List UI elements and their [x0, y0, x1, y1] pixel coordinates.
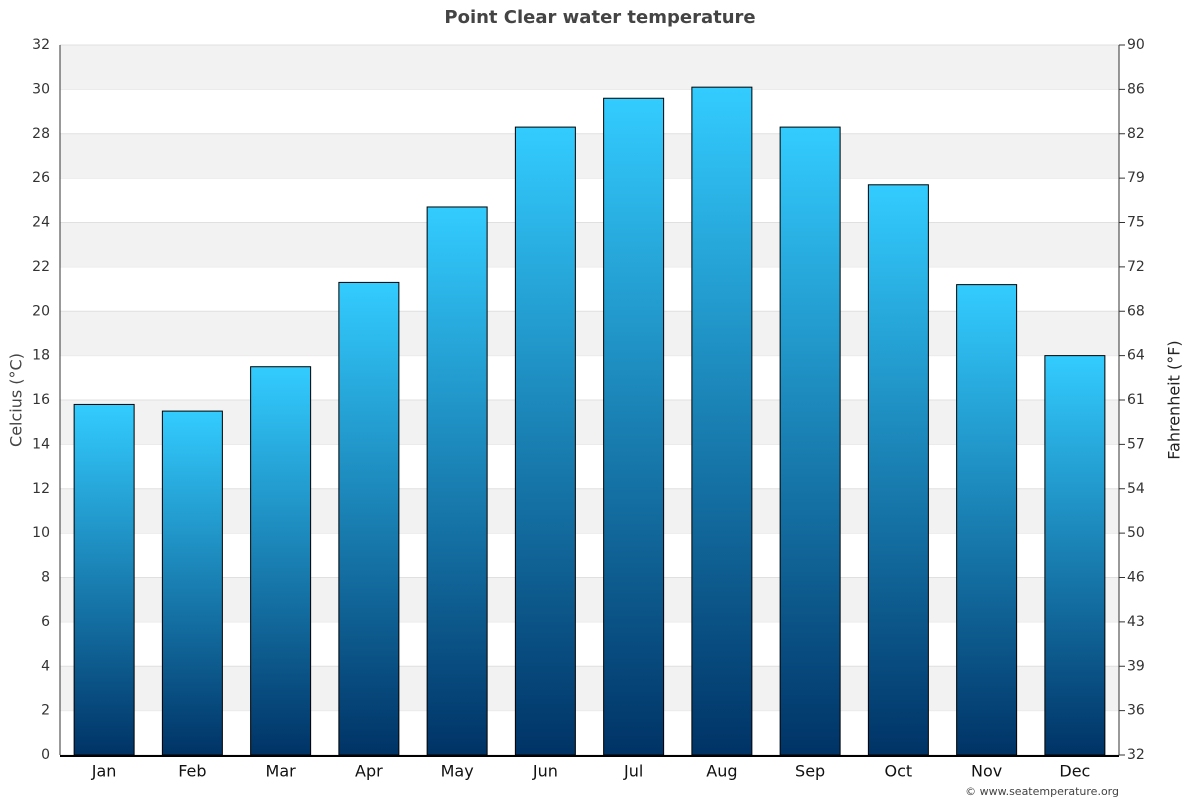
x-tick-label: Apr — [355, 762, 383, 781]
y2-tick-label: 32 — [1127, 747, 1145, 763]
grid-band — [60, 400, 1119, 445]
bar — [603, 97, 665, 756]
y2-tick-label: 43 — [1127, 614, 1145, 630]
y-tick-label: 28 — [32, 126, 50, 142]
y-tick-label: 18 — [32, 348, 50, 364]
y-tick-label: 10 — [32, 525, 50, 541]
x-tick-label: Sep — [795, 762, 825, 781]
y-tick-label: 12 — [32, 481, 50, 497]
y-tick-label: 20 — [32, 303, 50, 319]
y-axis-label: Celcius (°C) — [7, 353, 26, 447]
x-tick-label: Feb — [178, 762, 206, 781]
x-tick-label: Mar — [266, 762, 297, 781]
grid-band — [60, 133, 1119, 179]
grid-band — [60, 45, 1119, 90]
grid-band — [60, 488, 1119, 534]
y2-tick-label: 61 — [1127, 392, 1145, 408]
bar — [1044, 355, 1106, 756]
y2-tick-label: 50 — [1127, 525, 1145, 541]
grid-band — [60, 311, 1119, 356]
x-tick-label: Nov — [971, 762, 1002, 781]
y2-tick-label: 57 — [1127, 436, 1145, 452]
bar — [779, 126, 841, 756]
bar — [161, 410, 223, 756]
y2-tick-label: 39 — [1127, 658, 1145, 674]
y-tick-label: 22 — [32, 259, 50, 275]
y2-tick-label: 90 — [1127, 37, 1145, 53]
grid-band — [60, 222, 1119, 267]
y-tick-label: 24 — [32, 215, 50, 231]
grid-band — [60, 666, 1119, 711]
y2-tick-label: 79 — [1127, 170, 1145, 186]
x-tick-label: Dec — [1059, 762, 1090, 781]
y-tick-label: 0 — [41, 747, 50, 763]
credit: © www.seatemperature.org — [965, 785, 1119, 798]
y-tick-label: 8 — [41, 570, 50, 586]
bar — [514, 126, 576, 756]
x-tick-label: May — [441, 762, 474, 781]
y2-tick-label: 54 — [1127, 481, 1145, 497]
y2-tick-label: 75 — [1127, 215, 1145, 231]
y-tick-label: 14 — [32, 436, 50, 452]
y2-tick-label: 86 — [1127, 81, 1145, 97]
x-tick-label: Aug — [706, 762, 737, 781]
y2-tick-label: 68 — [1127, 303, 1145, 319]
y2-tick-label: 82 — [1127, 126, 1145, 142]
bar — [956, 284, 1018, 756]
y-tick-label: 4 — [41, 658, 50, 674]
y2-tick-label: 72 — [1127, 259, 1145, 275]
y-tick-label: 6 — [41, 614, 50, 630]
y-tick-label: 32 — [32, 37, 50, 53]
y-tick-label: 16 — [32, 392, 50, 408]
grid-band — [60, 577, 1119, 622]
chart-title: Point Clear water temperature — [444, 7, 755, 28]
y2-axis-label: Fahrenheit (°F) — [1165, 340, 1184, 459]
y-tick-label: 26 — [32, 170, 50, 186]
x-tick-label: Jan — [91, 762, 117, 781]
bar — [867, 184, 929, 756]
y2-tick-label: 36 — [1127, 703, 1145, 719]
x-tick-label: Jun — [532, 762, 558, 781]
bar — [250, 366, 312, 756]
x-tick-label: Jul — [623, 762, 643, 781]
bar — [691, 86, 753, 756]
bar — [338, 281, 400, 756]
y-tick-label: 2 — [41, 703, 50, 719]
x-tick-label: Oct — [885, 762, 913, 781]
y2-tick-label: 46 — [1127, 570, 1145, 586]
bar — [73, 403, 135, 756]
bar — [426, 206, 488, 756]
y-tick-label: 30 — [32, 81, 50, 97]
y2-tick-label: 64 — [1127, 348, 1145, 364]
